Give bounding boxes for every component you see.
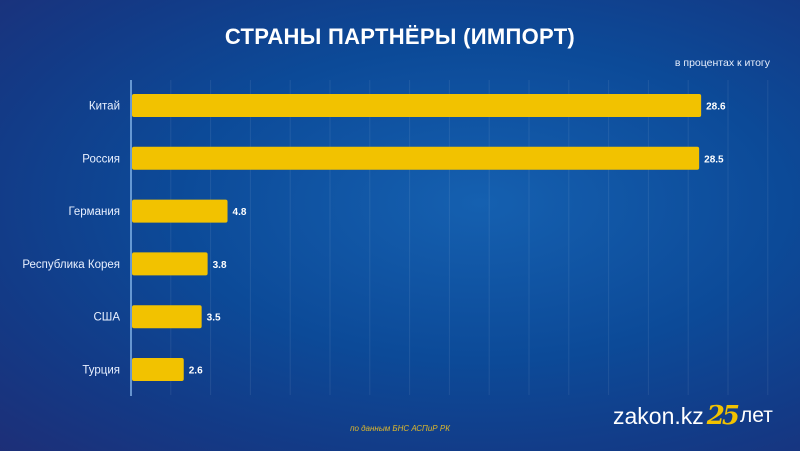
value-label: 28.6 [706, 102, 726, 113]
value-label: 4.8 [233, 207, 247, 218]
category-label: Республика Корея [22, 259, 120, 271]
chart-subtitle: в процентах к итогу [674, 57, 770, 69]
logo-site: zakon.kz [613, 402, 704, 429]
category-label: Турция [82, 365, 120, 377]
value-label: 3.8 [213, 260, 227, 271]
value-label: 2.6 [189, 366, 203, 377]
logo-suffix: лет [739, 404, 773, 427]
category-label: Германия [68, 206, 120, 218]
category-label: Россия [82, 153, 120, 165]
bar [132, 305, 202, 329]
chart-title: СТРАНЫ ПАРТНЁРЫ (ИМПОРТ) [224, 24, 576, 49]
zakon-logo: zakon.kz 25 лет [613, 401, 773, 431]
category-label: Китай [89, 101, 120, 113]
bar [132, 199, 228, 223]
value-label: 28.5 [704, 154, 724, 165]
bar [132, 358, 184, 381]
value-label: 3.5 [207, 313, 221, 324]
bar [132, 94, 702, 117]
category-label: США [93, 312, 120, 324]
logo-number: 25 [706, 401, 740, 431]
source-note: по данным БНС АСПиР РК [350, 424, 450, 433]
bar [132, 252, 208, 276]
bar [132, 146, 700, 170]
